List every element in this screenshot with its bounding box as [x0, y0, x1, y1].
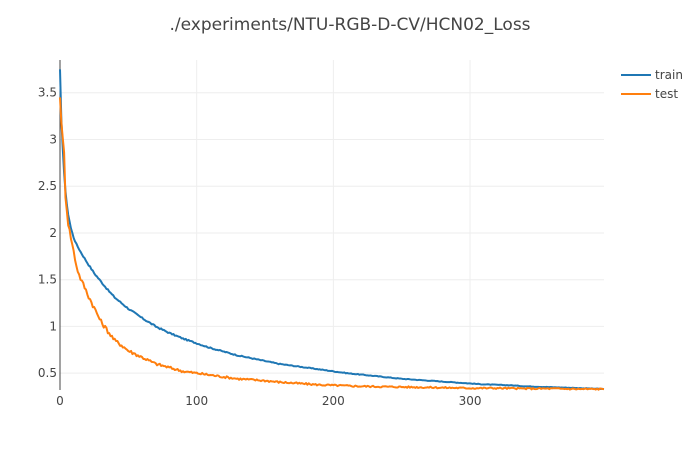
- legend-item-train[interactable]: train: [621, 68, 683, 82]
- chart-title: ./experiments/NTU-RGB-D-CV/HCN02_Loss: [169, 15, 530, 35]
- x-tick-label: 0: [56, 394, 64, 408]
- series-line-test: [59, 97, 605, 391]
- legend-label: train: [655, 68, 683, 82]
- y-tick-label: 3.5: [38, 86, 57, 100]
- y-tick-label: 0.5: [38, 366, 57, 380]
- x-tick-label: 200: [322, 394, 345, 408]
- legend-item-test[interactable]: test: [621, 87, 678, 101]
- x-tick-label: 100: [185, 394, 208, 408]
- grid-layer: [60, 60, 604, 390]
- legend[interactable]: train test: [621, 68, 683, 101]
- legend-label: test: [655, 87, 678, 101]
- y-tick-label: 1: [49, 319, 57, 333]
- x-tick-label: 300: [459, 394, 482, 408]
- y-tick-label: 3: [49, 132, 57, 146]
- y-tick-label: 1.5: [38, 273, 57, 287]
- series-line-train: [59, 69, 605, 391]
- y-tick-label: 2.5: [38, 179, 57, 193]
- y-tick-label: 2: [49, 226, 57, 240]
- series-layer: [59, 69, 605, 391]
